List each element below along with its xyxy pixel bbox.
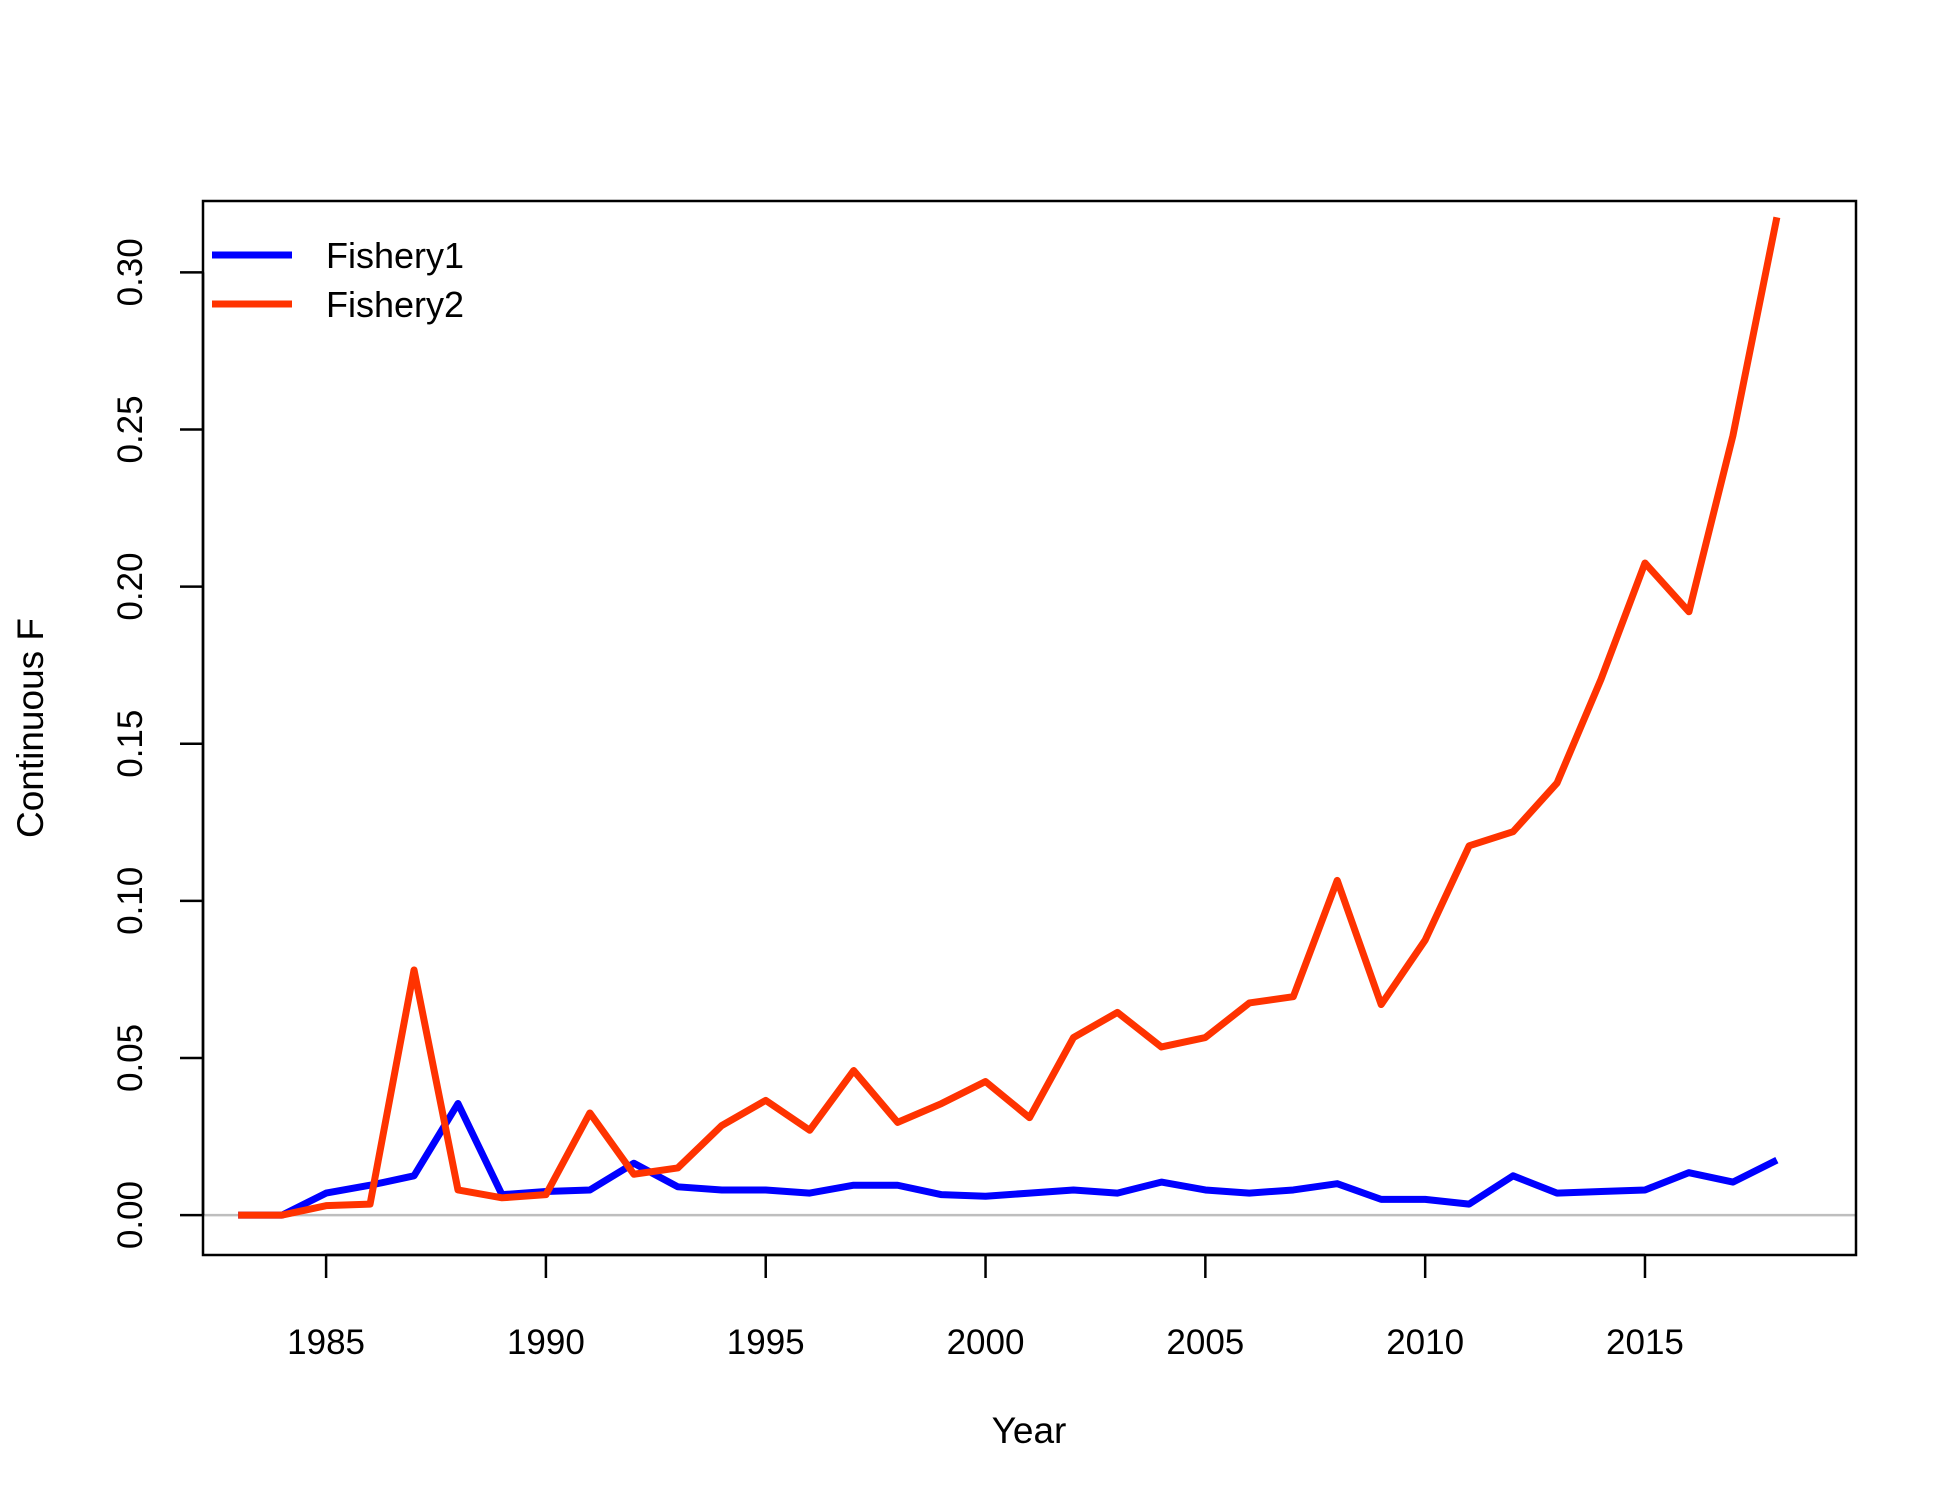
y-tick-label: 0.25 bbox=[111, 395, 150, 463]
y-tick-label: 0.15 bbox=[111, 710, 150, 778]
x-axis: 1985 1990 1995 2000 2005 2010 2015 bbox=[287, 1253, 1684, 1362]
x-tick-label: 2015 bbox=[1606, 1323, 1684, 1362]
series-line-fishery1 bbox=[238, 1100, 1779, 1219]
x-tick-label: 1990 bbox=[507, 1323, 585, 1362]
x-tick-label: 2010 bbox=[1386, 1323, 1464, 1362]
y-axis-label: Continuous F bbox=[10, 618, 51, 838]
y-tick-label: 0.10 bbox=[111, 867, 150, 935]
series-line-fishery2 bbox=[238, 216, 1781, 1219]
y-axis: 0.00 0.05 0.10 0.15 0.20 0.25 0.30 bbox=[111, 238, 205, 1249]
legend-label-fishery1: Fishery1 bbox=[326, 235, 464, 276]
series-lines bbox=[238, 216, 1781, 1219]
x-axis-label: Year bbox=[992, 1410, 1067, 1451]
legend: Fishery1 Fishery2 bbox=[212, 235, 464, 325]
y-tick-label: 0.30 bbox=[111, 238, 150, 306]
y-tick-label: 0.00 bbox=[111, 1181, 150, 1249]
x-tick-label: 2005 bbox=[1166, 1323, 1244, 1362]
legend-label-fishery2: Fishery2 bbox=[326, 284, 464, 325]
y-tick-label: 0.20 bbox=[111, 553, 150, 621]
y-tick-label: 0.05 bbox=[111, 1024, 150, 1092]
x-tick-label: 2000 bbox=[947, 1323, 1025, 1362]
x-tick-label: 1985 bbox=[287, 1323, 365, 1362]
x-tick-label: 1995 bbox=[727, 1323, 805, 1362]
